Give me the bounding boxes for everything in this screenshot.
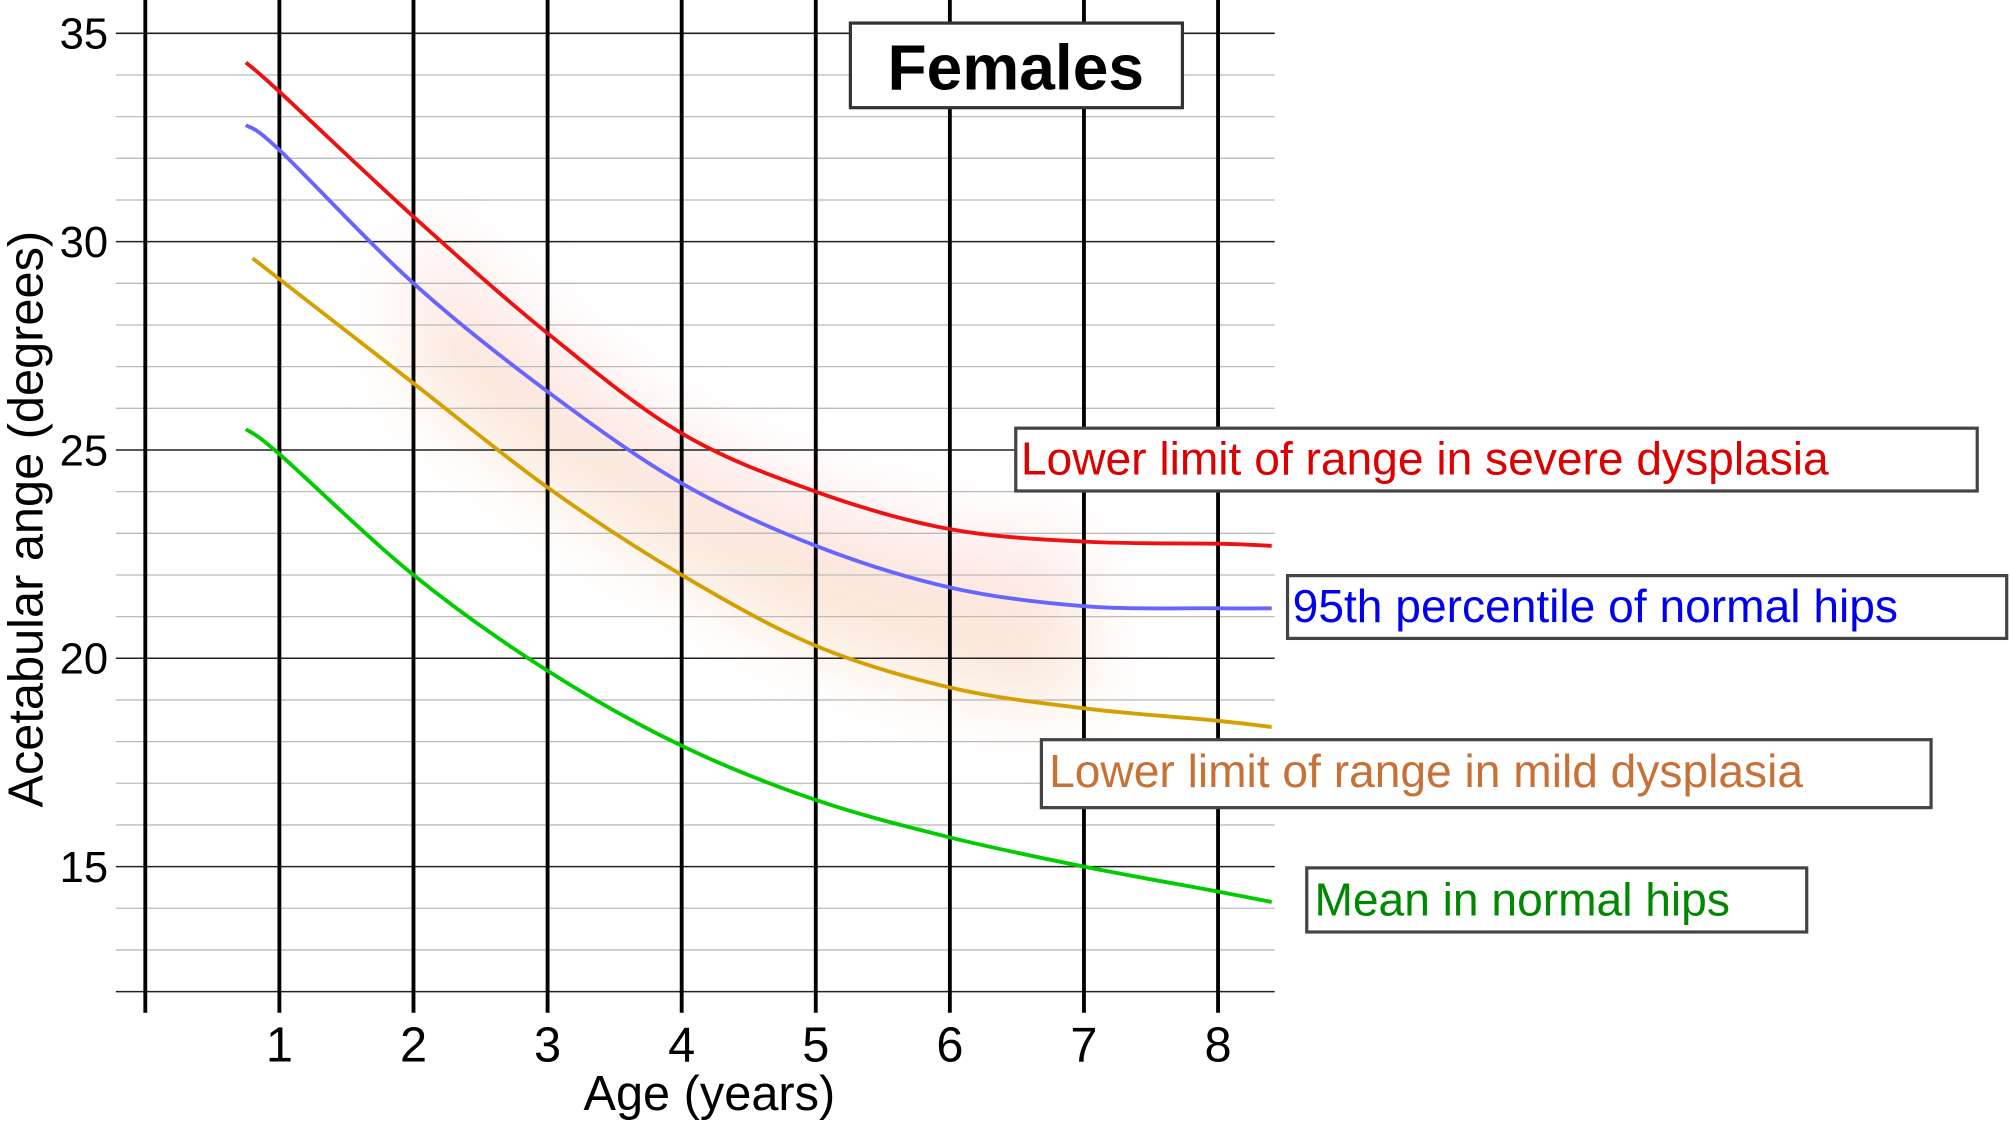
dysplasia-shading (413, 216, 1084, 709)
tick-labels: 1 2 3 4 5 6 7 8 15 20 25 30 35 (60, 11, 1232, 1073)
legend-label-95th: 95th percentile of normal hips (1285, 573, 2009, 641)
x-tick-label: 4 (668, 1018, 695, 1072)
title-box: Females (848, 21, 1185, 110)
series-lines (244, 61, 1273, 904)
legend-label-mean: Mean in normal hips (1305, 866, 1809, 934)
x-tick-label: 7 (1070, 1018, 1097, 1072)
legend-label-severe: Lower limit of range in severe dysplasia (1014, 426, 1979, 493)
label-mean-normal: Mean in normal hips (1314, 873, 1729, 925)
label-severe-dysplasia: Lower limit of range in severe dysplasia (1021, 432, 1829, 484)
x-tick-label: 1 (266, 1018, 293, 1072)
y-axis-title: Acetabular ange (degrees) (0, 231, 54, 808)
x-tick-label: 5 (802, 1018, 829, 1072)
y-tick-label: 15 (60, 844, 108, 892)
y-tick-label: 30 (60, 219, 108, 267)
label-95th-percentile: 95th percentile of normal hips (1293, 580, 1898, 632)
x-tick-label: 2 (400, 1018, 427, 1072)
series-line-2 (251, 256, 1272, 729)
legend-label-mild: Lower limit of range in mild dysplasia (1039, 738, 1933, 810)
series-line-0 (244, 61, 1272, 548)
series-line-1 (244, 123, 1272, 611)
y-tick-label: 25 (60, 427, 108, 475)
label-mild-dysplasia: Lower limit of range in mild dysplasia (1049, 745, 1803, 797)
x-tick-label: 6 (936, 1018, 963, 1072)
y-tick-label: 20 (60, 636, 108, 684)
chart-title: Females (888, 32, 1144, 104)
x-tick-label: 3 (534, 1018, 561, 1072)
y-tick-label: 35 (60, 11, 108, 59)
x-axis-title: Age (years) (583, 1067, 835, 1121)
series-line-3 (244, 427, 1273, 904)
x-tick-label: 8 (1205, 1018, 1232, 1072)
